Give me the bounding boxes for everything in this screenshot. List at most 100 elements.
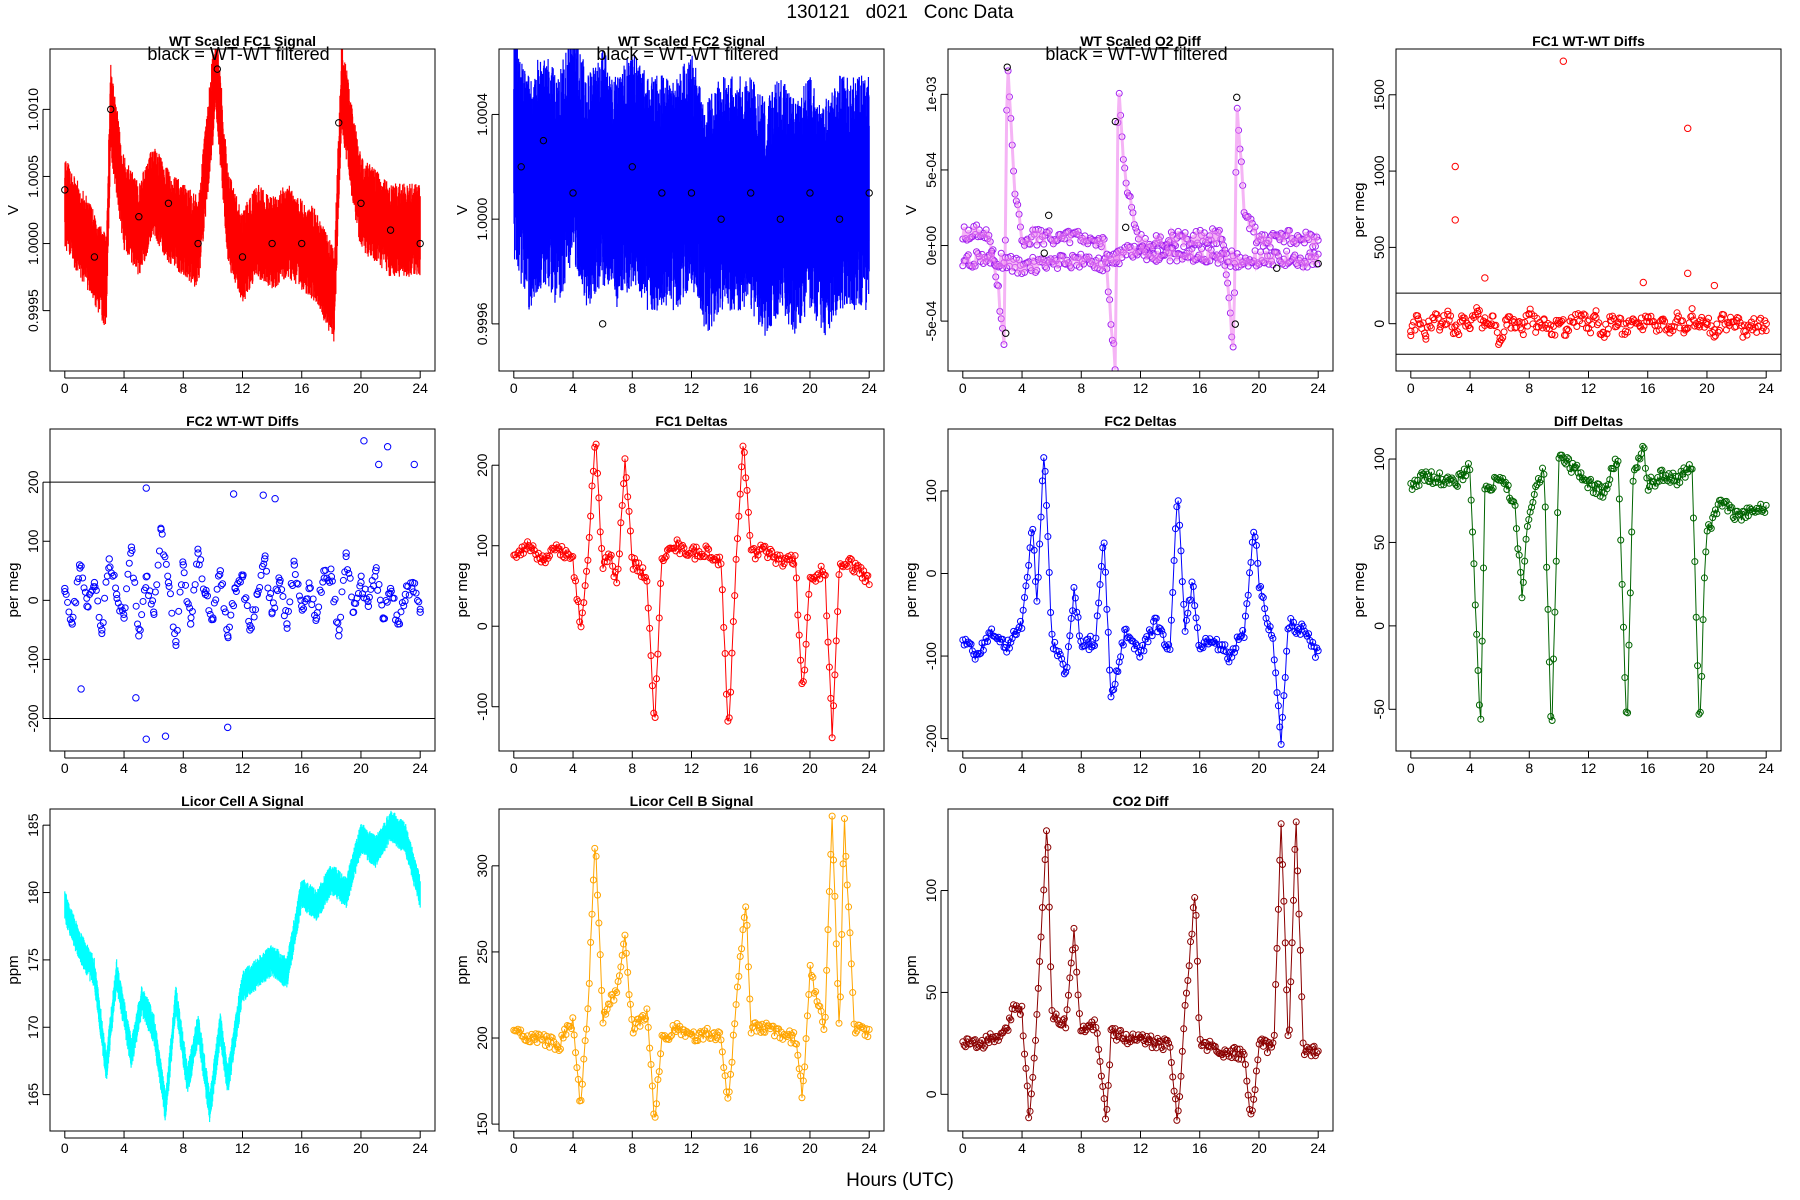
data-point — [75, 561, 84, 569]
data-point — [1643, 318, 1651, 326]
data-point — [1551, 608, 1559, 616]
data-point — [1668, 476, 1676, 484]
data-point — [981, 638, 989, 646]
data-point — [409, 578, 417, 587]
data-point — [295, 592, 303, 600]
data-point — [149, 608, 158, 616]
data-point — [1240, 634, 1248, 642]
data-point — [835, 215, 844, 223]
data-point — [220, 605, 228, 613]
data-point — [1540, 315, 1548, 323]
data-point — [386, 226, 395, 234]
data-point — [1614, 457, 1622, 465]
data-point — [1314, 647, 1322, 655]
data-point — [252, 606, 260, 614]
data-point — [1698, 672, 1706, 680]
data-point — [801, 666, 809, 674]
data-point — [1691, 558, 1699, 566]
data-point — [294, 580, 302, 588]
data-point — [242, 594, 250, 602]
data-point — [1411, 326, 1419, 334]
series-line — [962, 457, 1319, 745]
data-point — [626, 527, 634, 535]
data-point — [1434, 314, 1442, 322]
data-point — [795, 631, 803, 639]
data-point — [1762, 501, 1770, 509]
data-point — [169, 623, 177, 631]
x-tick-label: 24 — [861, 380, 877, 396]
data-point — [1702, 548, 1710, 556]
data-point — [320, 567, 328, 575]
data-point — [1257, 583, 1265, 591]
data-point — [1740, 327, 1748, 336]
data-point — [621, 455, 629, 463]
data-point — [830, 702, 838, 710]
data-point — [210, 599, 218, 607]
data-point — [644, 604, 652, 612]
data-point — [1244, 591, 1252, 599]
data-point — [390, 594, 398, 602]
data-point — [1555, 316, 1563, 325]
panel-title: FC2 Deltas — [1104, 413, 1177, 429]
data-point — [1562, 326, 1570, 334]
data-point — [1559, 316, 1567, 324]
data-point — [1519, 331, 1527, 339]
data-point — [722, 690, 730, 698]
data-point — [1041, 467, 1049, 475]
data-point — [1573, 461, 1581, 469]
y-tick-label: -100 — [474, 693, 490, 721]
data-point — [212, 596, 220, 604]
data-point — [629, 565, 637, 573]
data-point — [1279, 713, 1287, 721]
data-point — [225, 623, 233, 631]
data-point — [157, 525, 165, 534]
data-point — [1548, 716, 1556, 724]
data-point — [650, 709, 658, 717]
data-point — [356, 582, 364, 590]
data-point — [1038, 477, 1046, 485]
x-tick-label: 24 — [1310, 380, 1326, 396]
data-point — [984, 638, 992, 646]
data-point — [102, 578, 110, 586]
plot-frame — [49, 428, 436, 752]
plot-area — [513, 49, 873, 336]
data-point — [600, 558, 608, 566]
y-tick-label: 0.9995 — [25, 289, 41, 332]
data-point — [1273, 689, 1281, 697]
data-point — [1529, 498, 1537, 506]
data-point — [607, 551, 615, 559]
panel-subtitle: black = WT-WT filtered — [1045, 44, 1227, 64]
data-point — [1239, 627, 1247, 635]
data-point — [1526, 305, 1534, 313]
data-point — [164, 578, 173, 587]
data-point — [1554, 509, 1562, 517]
data-point — [613, 579, 621, 587]
data-point — [177, 581, 185, 589]
data-point — [374, 586, 382, 594]
data-point — [1093, 612, 1101, 620]
data-point — [1735, 314, 1743, 322]
data-point — [1099, 544, 1107, 552]
data-point — [1466, 324, 1474, 332]
data-point — [1591, 311, 1599, 319]
data-point — [1473, 307, 1482, 316]
data-point — [1452, 481, 1460, 489]
data-point — [1698, 313, 1706, 321]
x-tick-label: 12 — [1581, 380, 1597, 396]
data-point — [375, 460, 383, 469]
x-tick-label: 8 — [1077, 380, 1085, 396]
data-point — [91, 583, 99, 591]
data-point — [1182, 616, 1190, 624]
data-point — [1604, 325, 1612, 333]
data-point — [1617, 536, 1625, 544]
x-tick-label: 24 — [412, 760, 428, 776]
data-point — [1488, 486, 1496, 494]
data-point — [731, 592, 739, 600]
data-point — [134, 620, 142, 628]
y-tick-label: 100 — [923, 479, 939, 503]
data-point — [164, 572, 172, 580]
data-point — [1070, 584, 1078, 592]
data-point — [131, 578, 139, 586]
data-point — [828, 734, 836, 742]
data-point — [1163, 645, 1171, 653]
